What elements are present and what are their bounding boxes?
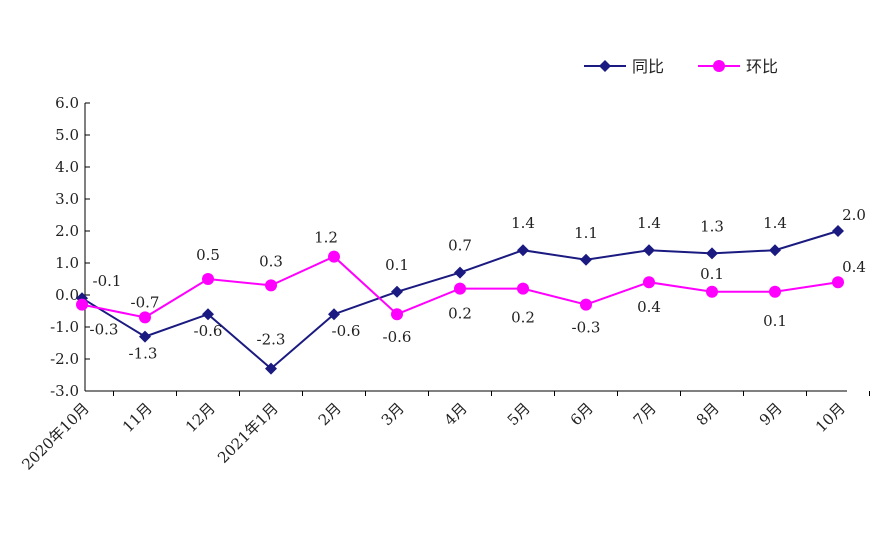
data-point-diamond [643, 244, 655, 257]
data-point-circle [517, 282, 529, 295]
data-label: 0.1 [700, 265, 724, 283]
y-tick-label: 3.0 [55, 190, 79, 208]
x-category-label: 3月 [378, 399, 408, 429]
data-point-diamond [832, 225, 844, 237]
data-label: -0.3 [90, 321, 119, 339]
data-point-diamond [391, 285, 403, 298]
data-label: 1.1 [574, 224, 598, 242]
data-label: 0.5 [196, 246, 220, 264]
data-label: 0.7 [448, 237, 472, 255]
x-category-label: 2020年10月 [18, 399, 92, 473]
data-label: 1.4 [637, 214, 661, 232]
data-label: -2.3 [257, 331, 286, 349]
data-point-diamond [706, 247, 718, 260]
y-tick-label: 6.0 [55, 94, 79, 112]
data-label: 0.2 [511, 309, 535, 327]
data-label: 1.3 [700, 217, 724, 235]
x-category-label: 9月 [756, 399, 786, 429]
x-category-label: 12月 [182, 399, 219, 436]
data-label: 0.1 [385, 256, 409, 274]
data-point-circle [76, 298, 88, 311]
data-point-diamond [139, 330, 151, 343]
data-point-circle [139, 311, 151, 324]
data-point-circle [265, 279, 277, 292]
data-label: -0.6 [194, 322, 223, 340]
data-point-circle [328, 250, 340, 263]
data-point-diamond [328, 308, 340, 321]
x-category-label: 2021年1月 [214, 399, 282, 467]
data-point-circle [580, 298, 592, 311]
y-tick-label: -2.0 [50, 350, 79, 368]
data-label: -0.6 [383, 328, 412, 346]
data-label: -0.6 [332, 322, 361, 340]
x-category-label: 7月 [630, 399, 660, 429]
data-point-circle [832, 276, 844, 289]
data-label: -1.3 [129, 345, 158, 363]
data-point-circle [769, 285, 781, 298]
data-label: 0.4 [637, 298, 661, 316]
axes [84, 103, 847, 392]
x-category-label: 2月 [315, 399, 345, 429]
data-label: 1.4 [763, 214, 787, 232]
data-point-diamond [265, 362, 277, 375]
x-category-label: 11月 [119, 399, 156, 436]
data-point-diamond [580, 253, 592, 266]
legend-label: 同比 [632, 57, 664, 76]
data-label: 1.2 [314, 229, 338, 247]
data-labels: -0.1 -1.3 -0.6 -2.3 -0.6 0.1 0.7 1.4 1.1 1.4 1.3 1.… [90, 206, 866, 363]
legend-circle-marker [713, 60, 725, 72]
y-tick-label: 0.0 [55, 286, 79, 304]
data-label: 0.2 [448, 305, 472, 323]
data-point-circle [454, 282, 466, 295]
data-label: 2.0 [842, 206, 866, 224]
x-category-label: 8月 [693, 399, 723, 429]
x-category-label: 5月 [504, 399, 534, 429]
data-point-circle [202, 273, 214, 285]
x-category-label: 6月 [567, 399, 597, 429]
data-point-circle [391, 308, 403, 321]
series [76, 225, 844, 375]
data-label: 1.4 [511, 214, 535, 232]
y-tick-label: -3.0 [50, 382, 79, 400]
x-category-label: 4月 [441, 399, 471, 429]
y-tick-label: 5.0 [55, 126, 79, 144]
x-category-label: 10月 [812, 399, 849, 436]
data-point-circle [643, 276, 655, 289]
legend-diamond-marker [599, 60, 611, 72]
y-ticks: -3.0 -2.0 -1.0 0.0 1.0 2.0 3.0 4.0 5.0 6.0 [50, 94, 90, 400]
legend-label: 环比 [746, 57, 778, 76]
y-tick-label: -1.0 [50, 318, 79, 336]
data-label: -0.3 [572, 319, 601, 337]
data-point-diamond [202, 308, 214, 321]
data-point-diamond [454, 266, 466, 279]
data-point-diamond [769, 244, 781, 257]
data-point-diamond [517, 244, 529, 257]
data-label: -0.7 [131, 293, 160, 311]
y-tick-label: 1.0 [55, 254, 79, 272]
data-label: 0.4 [842, 258, 866, 276]
data-label: -0.1 [93, 272, 122, 290]
legend: 同比 环比 [584, 57, 778, 76]
data-label: 0.3 [259, 252, 283, 270]
y-tick-label: 2.0 [55, 222, 79, 240]
y-tick-label: 4.0 [55, 158, 79, 176]
data-label: 0.1 [763, 312, 787, 330]
data-point-circle [706, 285, 718, 298]
